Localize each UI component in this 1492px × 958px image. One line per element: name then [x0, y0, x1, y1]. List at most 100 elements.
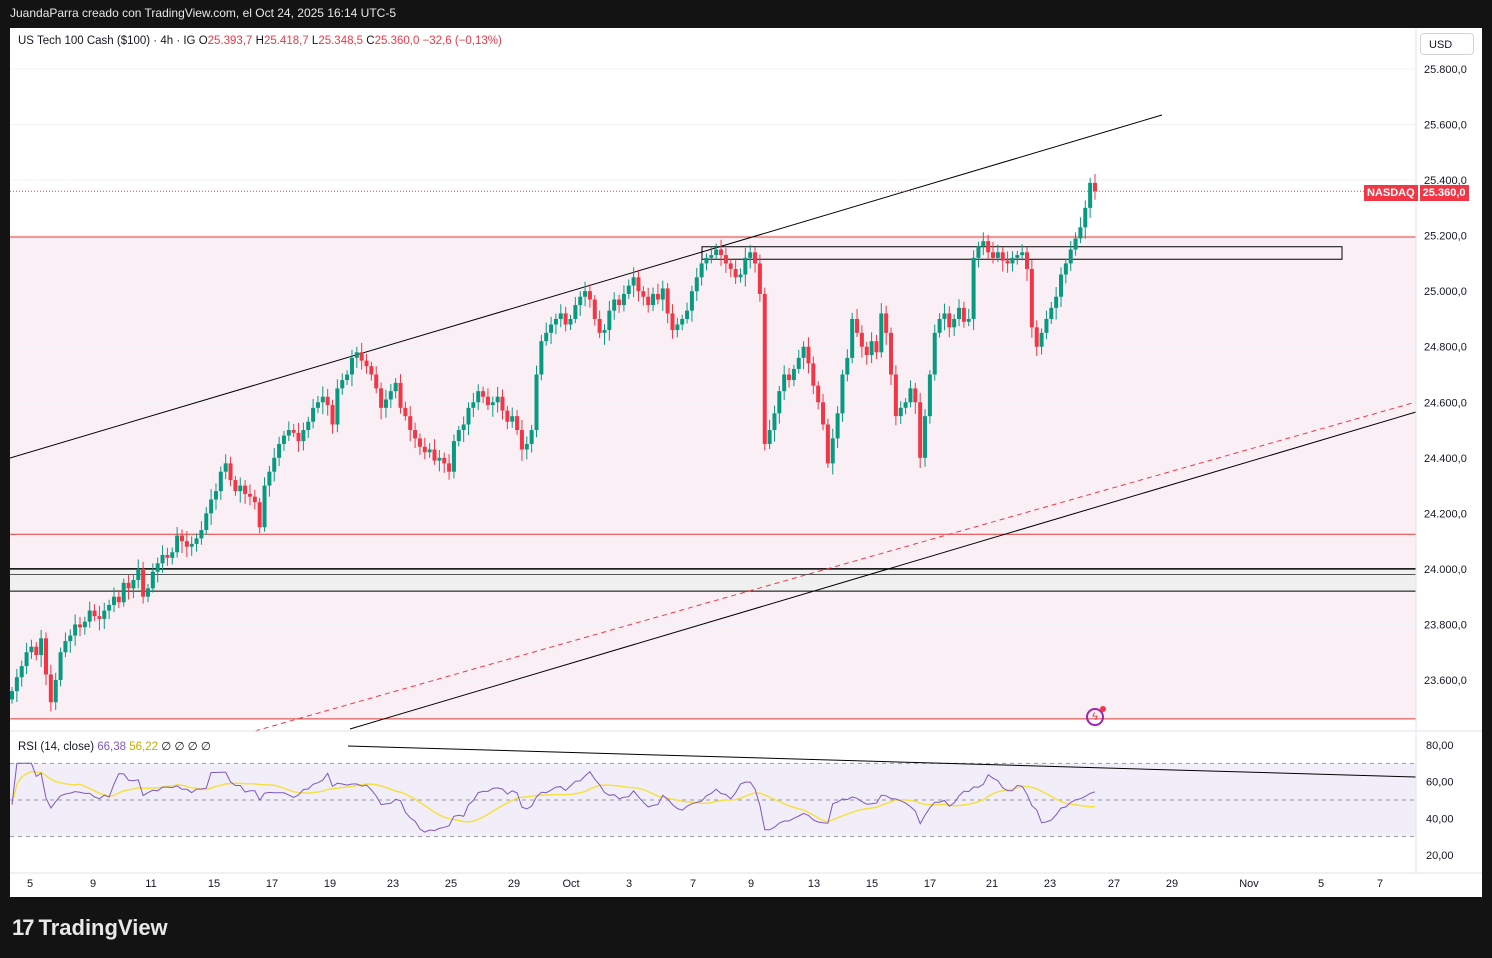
currency-button[interactable]: USD: [1420, 33, 1474, 55]
candle-body: [568, 318, 573, 325]
alert-icon[interactable]: ϟ: [1086, 706, 1106, 726]
price-axis-label: 25.200,0: [1424, 231, 1467, 243]
candle-body: [898, 407, 903, 417]
candle-body: [864, 346, 869, 356]
candle-body: [155, 563, 160, 572]
candle-body: [704, 257, 709, 264]
candle-body: [636, 277, 641, 292]
candle-body: [923, 416, 928, 458]
candle-body: [772, 413, 777, 431]
candle-body: [500, 396, 505, 411]
candle-body: [189, 543, 194, 547]
candle-body: [286, 430, 291, 436]
candle-body: [1025, 252, 1030, 269]
price-tag-value: 25.360,0: [1419, 185, 1469, 201]
candle-body: [179, 535, 184, 542]
candle-body: [573, 305, 578, 319]
candle-body: [947, 313, 952, 328]
candle-body: [748, 252, 753, 258]
candle-body: [743, 257, 748, 275]
candle-body: [578, 296, 583, 306]
candle-body: [48, 674, 53, 703]
price-axis-label: 23.600,0: [1424, 675, 1467, 687]
candle-body: [728, 263, 733, 269]
candle-body: [213, 491, 218, 500]
candle-body: [291, 430, 296, 433]
candle-body: [1059, 274, 1064, 297]
time-axis-label: 25: [445, 878, 457, 890]
price-tag-symbol: NASDAQ: [1364, 185, 1418, 201]
range-zone-fill: [10, 237, 1416, 719]
candle-body: [1088, 182, 1093, 208]
candle-body: [233, 480, 238, 492]
candle-body: [485, 396, 490, 406]
rsi-value: 66,38: [97, 741, 127, 753]
candle-body: [82, 621, 87, 628]
candle-body: [986, 241, 991, 253]
low-value: 25.348,5: [318, 35, 364, 47]
candle-body: [1020, 252, 1025, 256]
candle-body: [801, 346, 806, 358]
candle-body: [913, 388, 918, 403]
candle-body: [97, 616, 102, 619]
open-value: 25.393,7: [207, 35, 253, 47]
candle-body: [281, 435, 286, 444]
candle-body: [141, 568, 146, 597]
close-label: C: [366, 35, 375, 47]
candle-body: [524, 443, 529, 450]
candle-body: [490, 402, 495, 406]
candle-body: [617, 299, 622, 306]
candle-body: [422, 446, 427, 453]
candle-body: [918, 402, 923, 458]
candle-body: [592, 299, 597, 319]
candle-body: [937, 318, 942, 333]
candle-body: [170, 552, 175, 558]
symbol-title[interactable]: US Tech 100 Cash ($100) · 4h · IG: [18, 35, 196, 47]
candle-body: [927, 374, 932, 417]
candle-body: [24, 652, 29, 667]
candle-body: [408, 416, 413, 431]
candle-body: [403, 407, 408, 417]
candle-body: [757, 263, 762, 294]
candle-body: [544, 332, 549, 342]
candle-body: [432, 449, 437, 461]
candle-body: [1010, 257, 1015, 264]
candle-body: [238, 485, 243, 492]
rsi-empty-values: ∅ ∅ ∅ ∅: [161, 741, 211, 753]
candle-body: [320, 396, 325, 403]
candle-body: [34, 646, 39, 656]
candle-body: [77, 624, 82, 628]
candle-body: [884, 313, 889, 333]
time-axis-label: 5: [1318, 878, 1324, 890]
candle-body: [102, 610, 107, 619]
candle-body: [145, 588, 150, 597]
candle-body: [456, 430, 461, 442]
candle-body: [1063, 263, 1068, 275]
candle-body: [126, 582, 131, 589]
rsi-trendline: [347, 745, 1417, 778]
candle-body: [660, 288, 665, 300]
candle-body: [961, 307, 966, 322]
candle-body: [437, 457, 442, 461]
time-axis-label: 7: [1377, 878, 1383, 890]
time-axis-label: 7: [690, 878, 696, 890]
high-label: H: [255, 35, 264, 47]
candle-body: [709, 255, 714, 258]
candle-body: [787, 374, 792, 381]
time-axis-label: 3: [626, 878, 632, 890]
candle-body: [354, 352, 359, 358]
candle-body: [272, 457, 277, 472]
chart-panel[interactable]: 25.800,0 25.600,0 25.400,0 25.200,0 25.000,0…: [10, 28, 1482, 897]
rsi-title[interactable]: RSI (14, close): [18, 741, 95, 753]
candle-body: [719, 249, 724, 256]
candle-body: [680, 318, 685, 325]
candle-body: [63, 641, 68, 653]
candle-body: [466, 407, 471, 425]
candle-body: [932, 332, 937, 375]
candle-body: [257, 502, 262, 528]
candle-body: [277, 443, 282, 458]
candle-body: [991, 252, 996, 258]
chart-canvas[interactable]: 25.800,0 25.600,0 25.400,0 25.200,0 25.000,0…: [10, 28, 1482, 897]
candle-body: [612, 299, 617, 311]
candle-body: [641, 291, 646, 297]
